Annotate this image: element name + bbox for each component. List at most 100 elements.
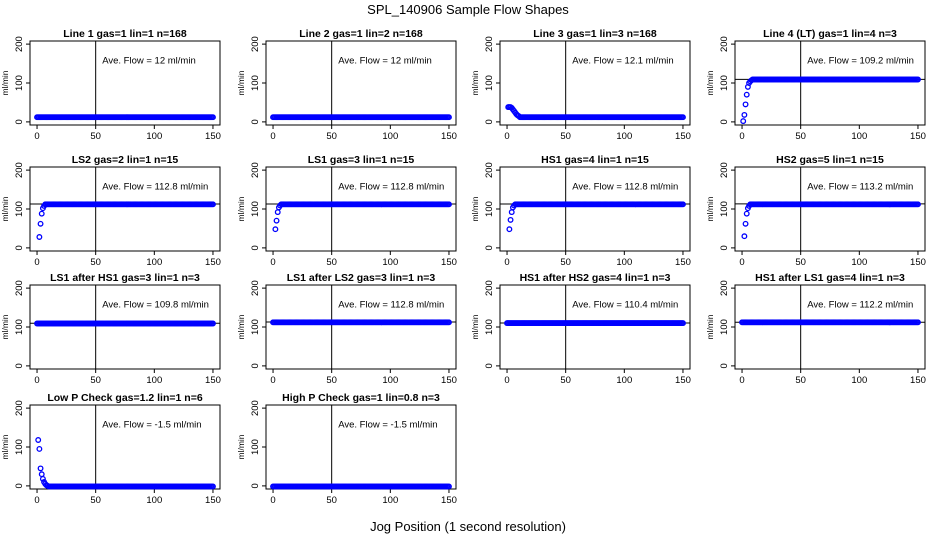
y-tick-label: 100: [484, 201, 495, 217]
y-tick-label: 200: [719, 280, 730, 296]
plot-frame: [499, 40, 691, 126]
data-point: [210, 201, 216, 208]
y-axis-label: ml/min: [705, 70, 715, 95]
x-tick-label: 0: [270, 495, 275, 506]
data-point: [680, 320, 686, 327]
y-tick-label: 0: [484, 363, 495, 368]
y-tick-label: 0: [719, 245, 730, 250]
plot-frame: [265, 404, 457, 490]
x-tick-label: 150: [205, 375, 221, 386]
x-tick-label: 0: [739, 131, 744, 142]
y-axis-label: ml/min: [470, 70, 480, 95]
x-tick-label: 50: [90, 131, 101, 142]
x-tick-label: 0: [504, 375, 509, 386]
y-tick-label: 200: [14, 162, 25, 178]
x-tick-label: 150: [675, 131, 691, 142]
x-tick-label: 150: [441, 495, 457, 506]
y-axis-label: ml/min: [0, 434, 10, 459]
ave-flow-annotation: Ave. Flow = 12.1 ml/min: [572, 56, 673, 67]
y-axis-label: ml/min: [236, 196, 246, 221]
ave-flow-annotation: Ave. Flow = -1.5 ml/min: [338, 420, 437, 431]
y-tick-label: 200: [14, 36, 25, 52]
figure-xlabel: Jog Position (1 second resolution): [370, 519, 566, 534]
plot-frame: [29, 404, 221, 490]
panel-13: Low P Check gas=1.2 lin=1 n=6 Ave. Flow =…: [0, 392, 221, 506]
ave-flow-annotation: Ave. Flow = 112.8 ml/min: [572, 182, 678, 193]
panel-title: Low P Check gas=1.2 lin=1 n=6: [47, 392, 202, 404]
data-point: [37, 220, 44, 227]
data-point: [740, 118, 747, 125]
x-tick-label: 100: [146, 375, 162, 386]
panel-4: Line 4 (LT) gas=1 lin=4 n=3 Ave. Flow = 1…: [705, 28, 926, 142]
x-tick-label: 0: [504, 257, 509, 268]
data-point: [743, 210, 750, 217]
ave-flow-annotation: Ave. Flow = 109.2 ml/min: [807, 56, 914, 67]
x-tick-label: 50: [795, 131, 806, 142]
plot-frame: [29, 40, 221, 126]
data-point: [210, 114, 216, 121]
x-tick-label: 50: [90, 375, 101, 386]
plot-frame: [265, 284, 457, 370]
x-tick-label: 150: [205, 131, 221, 142]
x-tick-label: 0: [34, 257, 39, 268]
x-tick-label: 100: [616, 131, 632, 142]
panel-7: HS1 gas=4 lin=1 n=15 Ave. Flow = 112.8 ml…: [470, 154, 691, 268]
x-tick-label: 50: [326, 495, 337, 506]
y-tick-label: 0: [14, 245, 25, 250]
panel-title: HS1 after HS2 gas=4 lin=1 n=3: [520, 272, 671, 284]
y-tick-label: 0: [250, 363, 261, 368]
y-axis-label: ml/min: [236, 70, 246, 95]
x-tick-label: 100: [382, 375, 398, 386]
plot-frame: [265, 40, 457, 126]
data-point: [274, 209, 281, 216]
x-tick-label: 0: [739, 257, 744, 268]
data-point: [915, 76, 921, 83]
y-tick-label: 100: [14, 319, 25, 335]
y-tick-label: 0: [250, 245, 261, 250]
panel-9: LS1 after HS1 gas=3 lin=1 n=3 Ave. Flow =…: [0, 272, 221, 386]
ave-flow-annotation: Ave. Flow = 112.8 ml/min: [102, 182, 208, 193]
y-tick-label: 100: [14, 201, 25, 217]
x-tick-label: 150: [441, 131, 457, 142]
panel-title: Line 3 gas=1 lin=3 n=168: [533, 28, 657, 40]
y-axis-label: ml/min: [470, 314, 480, 339]
figure-title: SPL_140906 Sample Flow Shapes: [367, 2, 569, 17]
panel-11: HS1 after HS2 gas=4 lin=1 n=3 Ave. Flow =…: [470, 272, 691, 386]
panel-title: HS1 after LS1 gas=4 lin=1 n=3: [755, 272, 905, 284]
x-tick-label: 150: [910, 131, 926, 142]
data-point: [272, 226, 279, 233]
data-point: [506, 226, 513, 233]
x-tick-label: 50: [90, 257, 101, 268]
data-point: [446, 483, 452, 490]
y-tick-label: 100: [250, 439, 261, 455]
x-tick-label: 0: [504, 131, 509, 142]
x-tick-label: 100: [851, 375, 867, 386]
data-point: [210, 483, 216, 490]
x-tick-label: 100: [146, 495, 162, 506]
y-tick-label: 100: [484, 75, 495, 91]
x-tick-label: 100: [851, 257, 867, 268]
x-tick-label: 100: [382, 131, 398, 142]
y-axis-label: ml/min: [470, 196, 480, 221]
panel-2: Line 2 gas=1 lin=2 n=168 Ave. Flow = 12 m…: [236, 28, 457, 142]
data-point: [743, 91, 750, 98]
data-point: [446, 201, 452, 208]
y-axis-label: ml/min: [0, 70, 10, 95]
x-tick-label: 150: [205, 495, 221, 506]
data-point: [680, 114, 686, 121]
data-point: [741, 111, 748, 118]
y-tick-label: 0: [14, 483, 25, 488]
y-axis-label: ml/min: [0, 196, 10, 221]
data-point: [446, 114, 452, 121]
y-tick-label: 0: [14, 363, 25, 368]
x-tick-label: 100: [382, 495, 398, 506]
x-tick-label: 50: [90, 495, 101, 506]
plot-frame: [29, 166, 221, 252]
y-tick-label: 0: [484, 245, 495, 250]
plot-frame: [734, 40, 926, 126]
y-tick-label: 0: [719, 363, 730, 368]
data-point: [741, 233, 748, 240]
data-point: [742, 220, 749, 227]
y-tick-label: 0: [719, 119, 730, 124]
